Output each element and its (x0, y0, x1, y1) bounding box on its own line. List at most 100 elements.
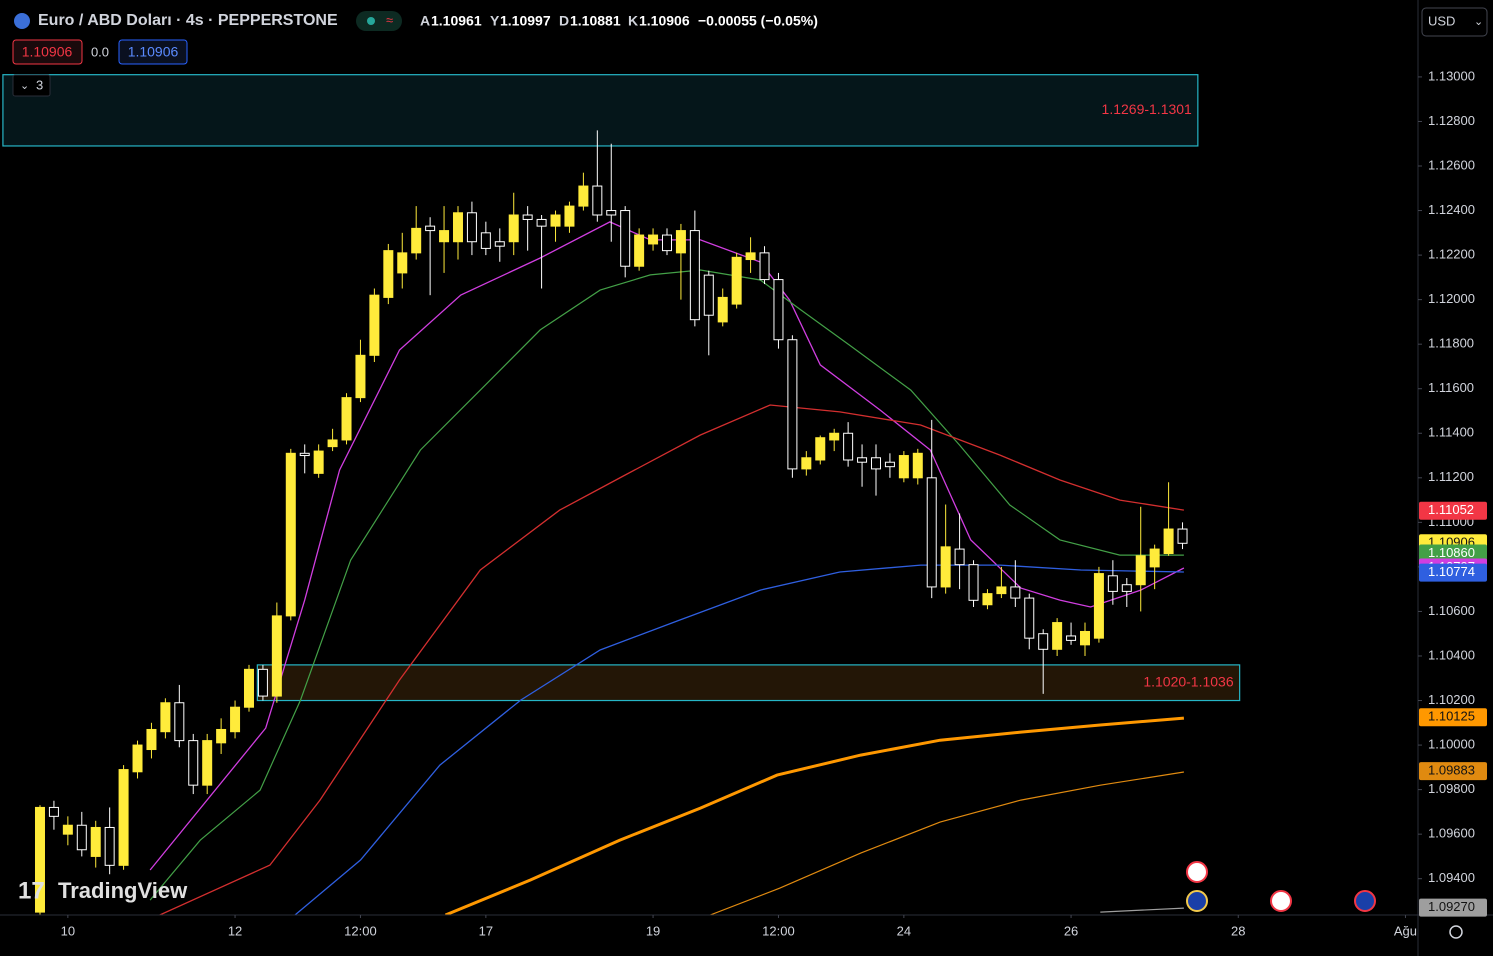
candle-body (926, 477, 937, 588)
symbol[interactable]: Euro / ABD Doları · 4s · PEPPERSTONE (38, 12, 338, 29)
candle-body (480, 232, 491, 249)
candle-body (940, 546, 951, 588)
settings-button[interactable] (1449, 925, 1463, 939)
sell-button[interactable] (12, 39, 83, 65)
chevron: ⌄ (20, 80, 29, 92)
moving-average (444, 716, 1185, 915)
candle-body (1163, 528, 1174, 555)
price-badge-label: 1.10125 (1428, 709, 1475, 724)
event-flag[interactable] (1186, 890, 1208, 912)
zone (2, 74, 1199, 147)
candle-body (1093, 573, 1104, 639)
candle-body (466, 212, 477, 243)
candle-body (745, 252, 756, 261)
currency-select[interactable] (1421, 7, 1488, 37)
watermark: TradingView (58, 878, 188, 903)
price-badge-label: 1.09270 (1428, 899, 1475, 914)
candle-body (815, 437, 826, 461)
candle-body (522, 214, 533, 220)
spread: 0.0 (91, 44, 109, 59)
symbol-icon (14, 13, 30, 29)
indicators-count[interactable]: 3 (36, 77, 43, 92)
y-tick-label: 1.12000 (1428, 291, 1475, 306)
candle-body (243, 668, 254, 708)
plot-area: 1.1269-1.1301 1.1020-1.1036 (2, 74, 1241, 915)
event-flag[interactable] (1354, 890, 1376, 912)
candle-body (717, 296, 728, 323)
x-tick-label: 28 (1231, 923, 1245, 938)
buy-button[interactable] (118, 39, 188, 65)
status-dot (367, 17, 375, 25)
candle-body (452, 212, 463, 243)
candle-body (146, 728, 157, 751)
ohlc-value: 1.10906 (639, 13, 690, 29)
y-tick-label: 1.09800 (1428, 781, 1475, 796)
price-badge (1419, 708, 1487, 727)
change: −0.00055 (−0.05%) (698, 13, 818, 29)
candle-body (230, 706, 241, 733)
candle-body (773, 279, 784, 341)
candle-body (1107, 575, 1118, 592)
candle-body (592, 185, 603, 216)
price-badge (1419, 501, 1487, 520)
candle-body (397, 252, 408, 274)
candle-body (675, 230, 686, 254)
candle-body (1149, 548, 1160, 568)
candle-body (76, 824, 87, 851)
y-tick-label: 1.11800 (1428, 336, 1474, 351)
x-tick-label: 19 (646, 923, 660, 938)
candle-body (1079, 630, 1090, 646)
moving-average (294, 564, 1184, 915)
candle-body (536, 218, 547, 227)
candle-body (104, 826, 115, 866)
candle-body (1177, 528, 1188, 544)
ohlc-value: 1.10997 (500, 13, 551, 29)
candle-body (216, 728, 227, 744)
candle-body (843, 432, 854, 461)
chevron: ⌄ (1474, 16, 1483, 28)
candle-body (578, 185, 589, 207)
candle-body (731, 256, 742, 305)
moving-average (1100, 907, 1184, 913)
zone (256, 664, 1241, 702)
candle-body (787, 339, 798, 470)
x-tick-label: 12:00 (344, 923, 377, 938)
ohlc-key: Y (490, 13, 500, 29)
currency[interactable]: USD (1428, 13, 1455, 28)
candle-body (982, 593, 993, 606)
event-flags (1186, 861, 1376, 912)
candle-body (313, 450, 324, 474)
ohlc-key: A (420, 13, 430, 29)
y-tick-label: 1.10200 (1428, 692, 1475, 707)
candle-body (285, 452, 296, 617)
buy-price[interactable]: 1.10906 (128, 44, 179, 60)
candle-body (494, 241, 505, 247)
candle-body (257, 668, 268, 697)
candle-body (829, 432, 840, 441)
candle-body (1010, 586, 1021, 599)
x-tick-label: 10 (61, 923, 75, 938)
indicators-toggle[interactable] (12, 74, 51, 97)
y-tick-label: 1.13000 (1428, 68, 1475, 83)
candle-body (508, 214, 519, 243)
price-badge-label: 1.11052 (1428, 502, 1474, 517)
zone-label: 1.1020-1.1036 (1143, 673, 1234, 689)
candle-body (703, 274, 714, 316)
price-badge-label: 1.10860 (1428, 545, 1475, 560)
x-tick-label: 12:00 (762, 923, 795, 938)
candle-body (48, 806, 59, 817)
event-flag[interactable] (1186, 861, 1208, 883)
event-flag[interactable] (1270, 890, 1292, 912)
candle-body (34, 806, 45, 913)
sell-price[interactable]: 1.10906 (22, 44, 73, 60)
x-tick-label: 26 (1064, 923, 1078, 938)
ohlc-value: 1.10961 (431, 13, 482, 29)
candle-body (383, 250, 394, 298)
moving-average (149, 269, 1184, 901)
candle-body (271, 615, 282, 697)
candle-body (898, 455, 909, 479)
candle-body (1135, 555, 1146, 586)
candle-body (132, 744, 143, 773)
